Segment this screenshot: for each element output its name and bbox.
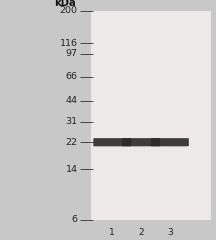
Text: 14: 14	[66, 165, 78, 174]
Text: 97: 97	[66, 49, 78, 58]
Text: 66: 66	[66, 72, 78, 81]
Text: 116: 116	[60, 39, 78, 48]
Text: 44: 44	[66, 96, 78, 105]
Text: kDa: kDa	[54, 0, 76, 8]
Text: 200: 200	[60, 6, 78, 15]
FancyBboxPatch shape	[122, 138, 160, 146]
Text: 6: 6	[72, 215, 78, 224]
Text: 1: 1	[110, 228, 115, 237]
FancyBboxPatch shape	[93, 138, 131, 146]
Text: 3: 3	[167, 228, 173, 237]
Bar	[91, 11, 211, 220]
Text: 2: 2	[138, 228, 144, 237]
Text: 31: 31	[66, 117, 78, 126]
Text: 22: 22	[66, 138, 78, 147]
FancyBboxPatch shape	[151, 138, 189, 146]
